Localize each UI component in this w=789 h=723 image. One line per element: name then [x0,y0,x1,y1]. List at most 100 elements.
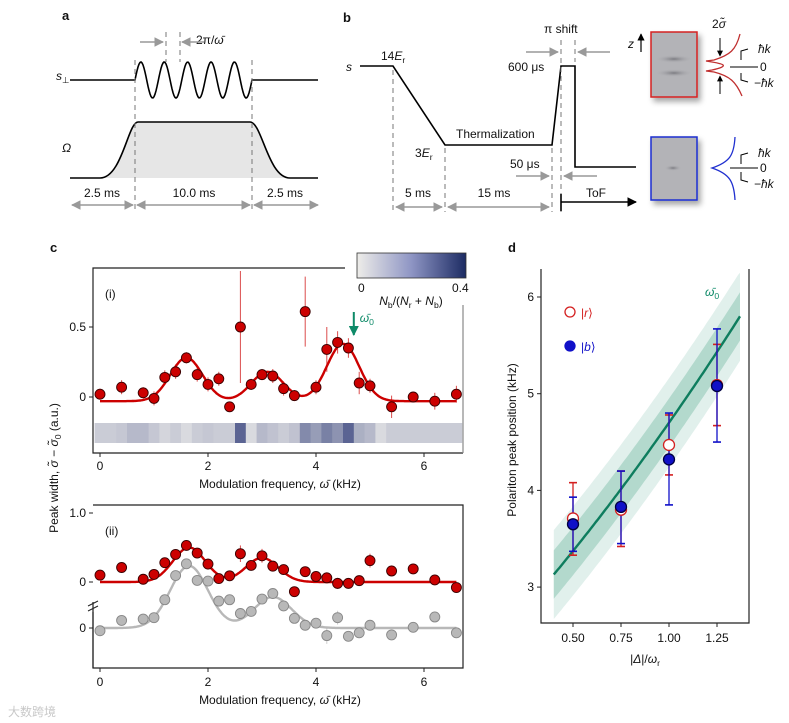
leader-line [740,152,749,164]
text-run: E [422,146,431,160]
text-run: ⟩ [591,340,596,354]
chart-c-ii: (ii) Modulation frequency, ω̄ (kHz) 0 2 4 6… [69,504,464,707]
data-point [202,378,214,390]
text-run: σ̃ [719,16,727,31]
x-tick-label: 0.50 [561,631,585,645]
data-point [364,555,376,567]
momentum-label: −ħk [754,177,775,191]
x-axis-label: |Δ|/ωr [630,652,660,668]
legend-marker [564,306,576,318]
data-point [267,370,279,382]
x-axis-label: Modulation frequency, ω̄ (kHz) [199,693,361,707]
text-run: 0 [53,434,63,439]
subpanel-label: (i) [105,287,116,301]
x-tick-label: 0.75 [609,631,633,645]
legend-label: |b⟩ [581,340,596,354]
strip-cell [407,423,420,443]
data-point [429,574,441,586]
leader-line [740,48,749,60]
data-point [364,619,376,631]
data-point [202,558,214,570]
strip-cell [256,423,268,443]
leader-line [740,73,749,83]
text-run: ⟩ [588,306,593,320]
text-run: r [584,306,589,320]
lattice-modulation-curve [70,61,318,99]
axes-frame [92,504,464,669]
text-run: ω̄ [705,285,716,299]
text-run: | [630,652,633,666]
data-point [364,380,376,392]
fraction-strip [94,423,463,443]
thermalization-label: Thermalization [456,127,535,141]
y-tick-label-gray: 0 [79,621,86,635]
width-label: 2σ̃ [712,16,727,31]
tof-label: ToF [586,186,606,200]
data-point [278,600,290,612]
strip-cell [170,423,182,443]
data-point [267,588,279,599]
axis-break-mark [87,600,99,607]
data-point [202,575,214,587]
strip-cell [181,423,193,443]
data-point [170,366,182,378]
y-tick-label: 4 [527,483,534,497]
text-run: b [584,340,591,354]
duration-label: 5 ms [405,186,431,200]
data-point [213,373,225,385]
panel-letter-a: a [62,8,70,23]
data-point [224,570,236,582]
data-point [566,518,580,531]
text-run: ω̄ [320,693,331,707]
strip-cell [278,423,290,443]
x-tick-label: 0 [97,675,104,689]
strip-cell [310,423,322,443]
strip-cell [116,423,128,443]
fit-curve-gray [100,564,457,630]
text-run: Peak width, [47,467,61,532]
text-run: Modulation frequency, [199,477,320,491]
model-label: ω̄0 [705,285,719,301]
text-run: r [409,300,412,310]
data-point [386,565,398,577]
text-run: N [379,294,388,308]
t50-label: 50 μs [510,157,540,171]
data-point [256,369,268,381]
data-point [353,377,365,389]
data-point [450,582,462,593]
data-point [213,573,225,584]
text-run: 2π/ [196,33,215,47]
text-run: 0 [369,317,374,327]
text-run: r [430,152,433,162]
data-point [710,379,724,393]
panel-letter-b: b [343,10,351,25]
shared-y-axis-label: Peak width, σ̃ − σ̃0 (a.u.) [46,403,63,533]
x-tick-label: 2 [205,675,212,689]
depth-high-label: 14Er [381,49,405,65]
text-run: N [425,294,434,308]
absorption-image-red [650,31,698,98]
strip-cell [191,423,204,443]
y-tick-label: 5 [527,387,534,401]
strip-cell [321,423,333,443]
text-run: 3 [415,146,422,160]
text-run: 14 [381,49,395,63]
data-point [137,573,149,585]
panel-d: d Polariton peak position (kHz) |Δ|/ωr ω… [505,240,750,668]
data-point [148,612,160,624]
momentum-label: 0 [760,161,767,175]
leader-line [740,172,749,183]
data-point [267,560,279,572]
data-point [353,627,365,639]
data-point [180,352,192,364]
data-point [245,605,257,617]
text-run: ω [648,652,657,666]
y-tick-label: 0 [79,575,86,589]
momentum-label: 0 [760,60,767,74]
strip-cell [343,423,355,443]
data-point [342,342,354,354]
profile-blue [709,136,736,201]
text-run: + [412,294,426,308]
y-axis-label: Polariton peak position (kHz) [505,363,519,516]
